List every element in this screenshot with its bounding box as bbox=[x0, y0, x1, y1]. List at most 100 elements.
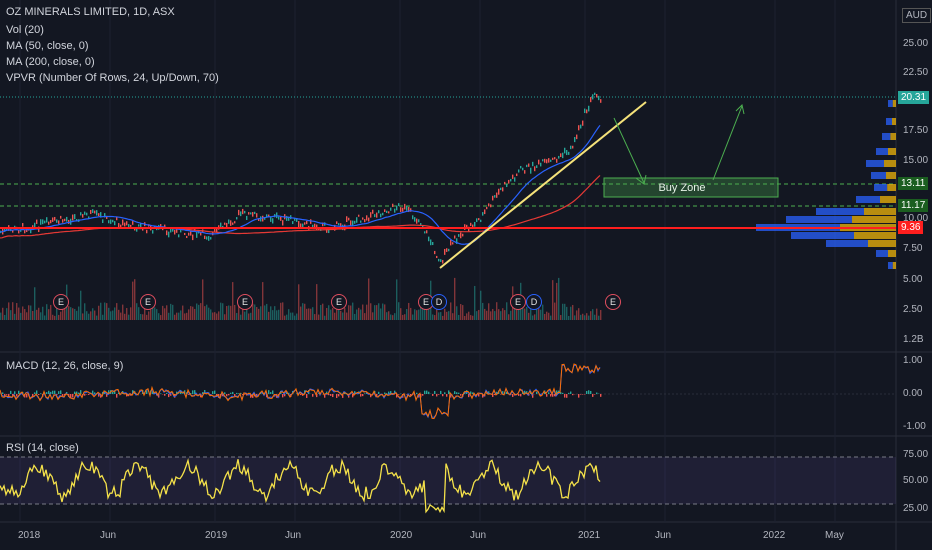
candle bbox=[24, 229, 26, 234]
volume-bar bbox=[452, 313, 454, 320]
volume-bar bbox=[208, 307, 210, 320]
macd-bar bbox=[212, 391, 214, 394]
candle bbox=[414, 217, 416, 222]
vpvr-bar bbox=[892, 100, 896, 107]
macd-bar bbox=[76, 391, 78, 394]
currency-badge[interactable]: AUD bbox=[902, 8, 932, 23]
macd-bar bbox=[94, 392, 96, 394]
volume-bar bbox=[508, 314, 510, 320]
candle bbox=[486, 206, 488, 210]
macd-bar bbox=[454, 391, 456, 394]
uptrend-line[interactable] bbox=[439, 101, 647, 269]
volume-bar bbox=[476, 311, 478, 320]
candle bbox=[130, 224, 132, 227]
macd-bar bbox=[228, 394, 230, 396]
volume-bar bbox=[410, 307, 412, 320]
macd-label[interactable]: MACD (12, 26, close, 9) bbox=[6, 360, 124, 372]
candle bbox=[122, 219, 124, 226]
macd-bar bbox=[336, 394, 338, 398]
candle bbox=[238, 209, 240, 216]
candle bbox=[566, 150, 568, 156]
candle bbox=[192, 234, 194, 241]
candle bbox=[118, 223, 120, 229]
candle bbox=[436, 255, 438, 259]
candle bbox=[518, 169, 520, 173]
macd-line bbox=[0, 363, 601, 419]
candle bbox=[240, 211, 242, 217]
candle bbox=[588, 105, 590, 112]
volume-bar bbox=[126, 308, 128, 320]
volume-bar bbox=[538, 304, 540, 320]
macd-bar bbox=[578, 394, 580, 398]
candle bbox=[228, 219, 230, 224]
candle bbox=[312, 224, 314, 228]
dividend-badge[interactable]: D bbox=[526, 294, 542, 310]
macd-bar bbox=[546, 394, 548, 397]
macd-bar bbox=[232, 391, 234, 394]
volume-bar bbox=[444, 308, 446, 320]
macd-bar bbox=[360, 394, 362, 397]
macd-bar bbox=[54, 390, 56, 394]
earnings-badge[interactable]: E bbox=[237, 294, 253, 310]
candle bbox=[402, 207, 404, 212]
candle bbox=[532, 161, 534, 167]
macd-bar bbox=[12, 394, 14, 396]
macd-bar bbox=[600, 394, 602, 397]
volume-bar bbox=[270, 306, 272, 320]
candle bbox=[302, 223, 304, 229]
candle bbox=[410, 208, 412, 212]
volume-bar bbox=[106, 303, 108, 320]
candle bbox=[432, 241, 434, 246]
volume-bar bbox=[296, 313, 298, 320]
volume-bar bbox=[420, 304, 422, 320]
candle bbox=[354, 220, 356, 224]
earnings-badge[interactable]: E bbox=[605, 294, 621, 310]
macd-bar bbox=[178, 393, 180, 394]
indicator-ma50[interactable]: MA (50, close, 0) bbox=[6, 40, 89, 52]
volume-bar bbox=[10, 310, 12, 320]
earnings-badge[interactable]: E bbox=[140, 294, 156, 310]
rsi-label[interactable]: RSI (14, close) bbox=[6, 442, 79, 454]
volume-bar bbox=[294, 315, 296, 320]
projection-arrows[interactable] bbox=[613, 104, 745, 185]
volume-bar bbox=[6, 308, 8, 320]
macd-bar bbox=[14, 391, 16, 394]
volume-bar bbox=[86, 311, 88, 320]
candle bbox=[152, 230, 154, 234]
volume-bar bbox=[470, 315, 472, 320]
buy-zone-box[interactable] bbox=[603, 177, 779, 198]
indicator-ma200[interactable]: MA (200, close, 0) bbox=[6, 56, 95, 68]
macd-bar bbox=[300, 394, 302, 396]
indicator-vol[interactable]: Vol (20) bbox=[6, 24, 44, 36]
candle bbox=[34, 222, 36, 228]
vpvr-bar bbox=[816, 208, 864, 215]
candle bbox=[524, 170, 526, 174]
macd-bar bbox=[460, 394, 462, 396]
earnings-badge[interactable]: E bbox=[331, 294, 347, 310]
macd-bar bbox=[596, 392, 598, 394]
candle bbox=[424, 231, 426, 234]
upper-level-tag: 13.11 bbox=[898, 177, 929, 190]
macd-bar bbox=[108, 390, 110, 394]
dividend-badge[interactable]: D bbox=[431, 294, 447, 310]
volume-bar bbox=[492, 308, 494, 320]
volume-bar bbox=[262, 282, 264, 320]
macd-bar bbox=[188, 394, 190, 395]
indicator-vpvr[interactable]: VPVR (Number Of Rows, 24, Up/Down, 70) bbox=[6, 72, 219, 84]
macd-bar bbox=[40, 393, 42, 394]
volume-bar bbox=[560, 315, 562, 320]
candle bbox=[336, 221, 338, 224]
candle bbox=[146, 229, 148, 234]
macd-bar bbox=[354, 391, 356, 394]
candle bbox=[396, 205, 398, 211]
symbol-title[interactable]: OZ MINERALS LIMITED, 1D, ASX bbox=[6, 6, 175, 18]
candle bbox=[46, 217, 48, 223]
earnings-badge[interactable]: E bbox=[510, 294, 526, 310]
candle bbox=[304, 222, 306, 225]
volume-bar bbox=[216, 313, 218, 320]
earnings-badge[interactable]: E bbox=[53, 294, 69, 310]
volume-bar bbox=[542, 304, 544, 320]
candle bbox=[184, 232, 186, 236]
candle bbox=[472, 224, 474, 228]
